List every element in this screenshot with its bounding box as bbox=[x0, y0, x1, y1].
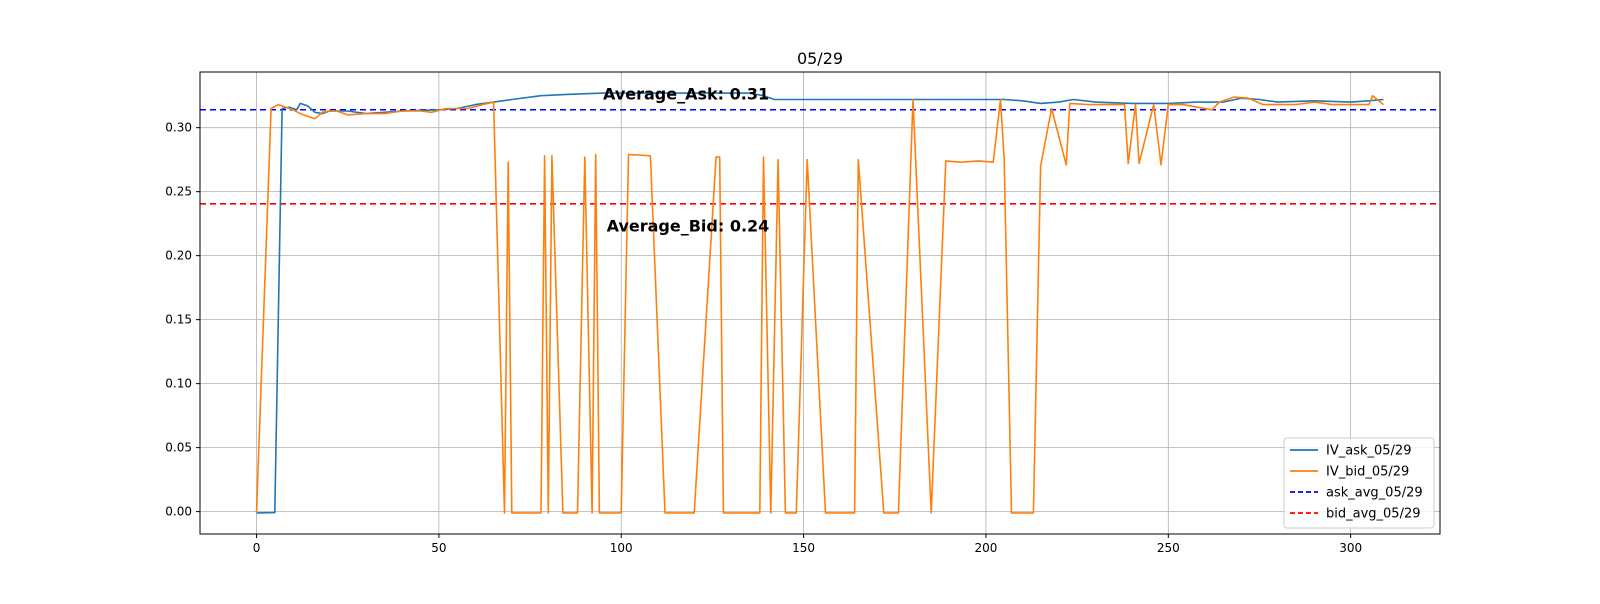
legend-label: bid_avg_05/29 bbox=[1326, 507, 1421, 522]
legend: IV_ask_05/29 IV_bid_05/29 ask_avg_05/29bid… bbox=[1283, 437, 1435, 529]
y-tick-label: 0.20 bbox=[165, 249, 192, 263]
y-tick-label: 0.25 bbox=[165, 185, 192, 199]
x-tick-label: 200 bbox=[974, 541, 997, 555]
reference-lines bbox=[200, 108, 1440, 205]
x-tick-label: 50 bbox=[431, 541, 446, 555]
annotations: Average_Ask: 0.31 Average_Bid: 0.24 bbox=[603, 85, 769, 236]
y-axis-ticks: 0.00 0.05 0.10 0.15 0.20 0.25 0.30 bbox=[165, 121, 200, 519]
series-lines bbox=[255, 92, 1385, 514]
x-tick-label: 250 bbox=[1157, 541, 1180, 555]
x-tick-label: 150 bbox=[792, 541, 815, 555]
annotation-label: Average_Ask: 0.31 bbox=[603, 85, 769, 104]
legend-label: IV_bid_05/29 bbox=[1326, 465, 1409, 480]
plot-frame bbox=[199, 71, 1441, 535]
legend-label: ask_avg_05/29 bbox=[1326, 486, 1423, 501]
y-tick-label: 0.05 bbox=[165, 441, 192, 455]
legend-label: IV_ask_05/29 bbox=[1326, 444, 1411, 459]
legend-box bbox=[1283, 437, 1435, 529]
x-tick-label: 300 bbox=[1339, 541, 1362, 555]
y-tick-label: 0.15 bbox=[165, 313, 192, 327]
annotation-label: Average_Bid: 0.24 bbox=[607, 216, 770, 235]
y-tick-label: 0.00 bbox=[165, 505, 192, 519]
grid bbox=[200, 72, 1440, 534]
y-tick-label: 0.30 bbox=[165, 121, 192, 135]
series-line-iv-ask-05-29 bbox=[256, 92, 1384, 514]
chart-title: 05/29 bbox=[797, 49, 843, 68]
series-line-iv-bid-05-29 bbox=[255, 94, 1385, 514]
x-tick-label: 0 bbox=[253, 541, 261, 555]
x-axis-ticks: 0 50 100 150 200 250 300 bbox=[253, 534, 1362, 555]
y-tick-label: 0.10 bbox=[165, 377, 192, 391]
x-tick-label: 100 bbox=[610, 541, 633, 555]
